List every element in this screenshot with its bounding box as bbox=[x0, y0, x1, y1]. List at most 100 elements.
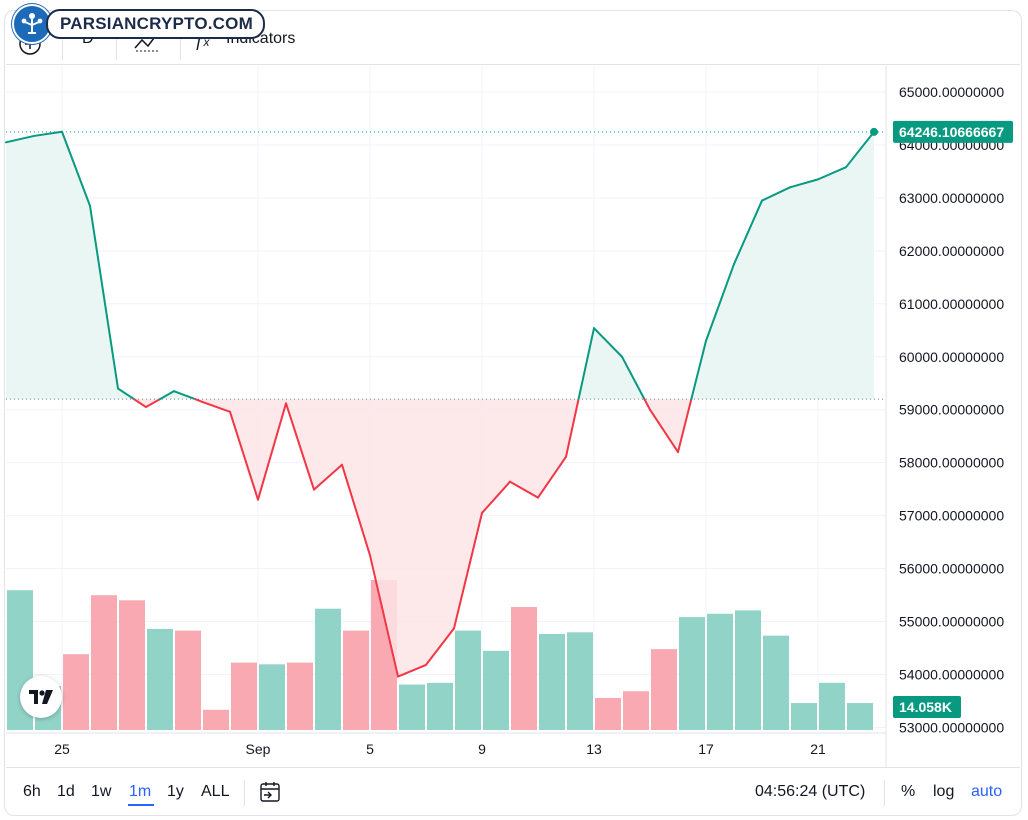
last-price-label-bg bbox=[893, 120, 1013, 143]
calendar-goto-icon[interactable] bbox=[258, 780, 282, 809]
price-line-up bbox=[577, 327, 595, 401]
area-fill-up bbox=[818, 167, 846, 400]
volume-bar bbox=[427, 682, 453, 730]
tradingview-logo-icon[interactable] bbox=[20, 676, 62, 718]
auto-button[interactable]: auto bbox=[971, 783, 1003, 800]
price-line-up bbox=[593, 327, 623, 358]
x-tick-label: 9 bbox=[478, 741, 486, 757]
volume-bar bbox=[231, 662, 257, 730]
price-line-up bbox=[159, 390, 175, 401]
price-line-up bbox=[5, 134, 35, 144]
price-line-down bbox=[145, 398, 161, 409]
price-labels: 64246.10666667 14.058K bbox=[893, 120, 1013, 718]
volume-bar bbox=[679, 617, 705, 730]
area-fill-down bbox=[314, 399, 342, 490]
volume-bar bbox=[399, 684, 425, 730]
y-tick-label: 57000.00000000 bbox=[899, 508, 1004, 524]
y-tick-label: 54000.00000000 bbox=[899, 666, 1004, 682]
price-line-down bbox=[643, 398, 651, 411]
x-tick-label: 21 bbox=[810, 741, 826, 757]
range-1y-button[interactable]: 1y bbox=[167, 783, 184, 800]
volume-bar bbox=[539, 633, 565, 730]
price-line-down bbox=[565, 398, 580, 458]
y-tick-label: 65000.00000000 bbox=[899, 84, 1004, 100]
price-line-down bbox=[285, 402, 315, 491]
price-line-up bbox=[845, 130, 875, 169]
logo-text: PARSIANCRYPTO.COM bbox=[46, 9, 265, 39]
range-6h-button[interactable]: 6h bbox=[23, 783, 41, 800]
logo-icon bbox=[12, 4, 52, 44]
toolbar-divider bbox=[180, 32, 181, 60]
price-line-up bbox=[117, 387, 135, 401]
area-fill-up bbox=[34, 131, 62, 400]
volume-bar bbox=[203, 709, 229, 730]
price-line-up bbox=[690, 339, 707, 401]
x-axis: 25 Sep 5 9 13 17 21 bbox=[6, 732, 886, 757]
area-fill-down bbox=[426, 399, 454, 665]
log-button[interactable]: log bbox=[933, 783, 955, 800]
area-fill-down bbox=[650, 399, 678, 453]
volume-bar bbox=[343, 630, 369, 730]
volume-bar bbox=[651, 649, 677, 730]
area-fill-up bbox=[6, 135, 34, 400]
area-fill-down bbox=[538, 399, 566, 498]
volume-bar bbox=[595, 697, 621, 730]
last-price-dot bbox=[870, 127, 878, 136]
volume-bars bbox=[7, 580, 873, 730]
fx-icon[interactable]: ƒx bbox=[194, 31, 210, 50]
price-line-down bbox=[453, 511, 483, 630]
volume-bar bbox=[483, 650, 509, 730]
y-tick-label: 59000.00000000 bbox=[899, 402, 1004, 418]
x-tick-label: 5 bbox=[366, 741, 374, 757]
area-fill-up bbox=[846, 131, 874, 400]
bottom-toolbar: 6h 1d 1w 1m 1y ALL 04:56:24 (UTC) % log … bbox=[6, 767, 1020, 816]
y-tick-label: 62000.00000000 bbox=[899, 243, 1004, 259]
volume-bar bbox=[735, 610, 761, 730]
last-volume-label: 14.058K bbox=[899, 699, 952, 715]
price-line-down bbox=[425, 627, 455, 666]
y-axis: 65000.0000000064000.0000000063000.000000… bbox=[885, 66, 1004, 768]
price-line-up bbox=[789, 178, 819, 189]
price-line-up bbox=[705, 263, 735, 342]
area-fill-down bbox=[370, 399, 398, 677]
price-line-up bbox=[761, 186, 791, 202]
area-fill-down bbox=[342, 399, 370, 556]
x-tick-label: 17 bbox=[698, 741, 714, 757]
volume-bar bbox=[91, 595, 117, 730]
volume-bar bbox=[63, 654, 89, 730]
volume-bar bbox=[455, 630, 481, 730]
volume-bar bbox=[819, 682, 845, 730]
price-line-down bbox=[649, 408, 679, 454]
price-line-up bbox=[733, 199, 763, 266]
area-fill-down bbox=[482, 399, 510, 513]
range-1w-button[interactable]: 1w bbox=[91, 783, 112, 800]
volume-bar bbox=[707, 613, 733, 730]
price-line-down bbox=[201, 400, 231, 413]
volume-bar bbox=[763, 635, 789, 730]
price-line-down bbox=[133, 398, 147, 409]
price-line-up bbox=[621, 355, 646, 401]
price-line-down bbox=[313, 463, 343, 491]
range-all-button[interactable]: ALL bbox=[201, 783, 230, 800]
volume-bar bbox=[147, 628, 173, 730]
y-tick-label: 53000.00000000 bbox=[899, 719, 1004, 735]
bottom-divider bbox=[884, 780, 885, 806]
price-line-up bbox=[173, 390, 196, 401]
y-tick-label: 63000.00000000 bbox=[899, 190, 1004, 206]
volume-bar bbox=[315, 608, 341, 730]
range-1d-button[interactable]: 1d bbox=[57, 783, 75, 800]
y-tick-label: 61000.00000000 bbox=[899, 296, 1004, 312]
price-line-down bbox=[677, 398, 693, 454]
price-line-up bbox=[61, 130, 91, 207]
utc-time[interactable]: 04:56:24 (UTC) bbox=[755, 783, 866, 800]
area-fill-down bbox=[510, 399, 538, 498]
price-line bbox=[5, 127, 886, 678]
area-fill-up bbox=[790, 179, 818, 400]
price-line-down bbox=[194, 398, 203, 403]
active-range-underline bbox=[128, 804, 154, 806]
range-1m-button[interactable]: 1m bbox=[129, 783, 152, 800]
percent-button[interactable]: % bbox=[901, 783, 916, 800]
chart-type-icon[interactable] bbox=[132, 32, 164, 59]
x-tick-label: 13 bbox=[586, 741, 602, 757]
